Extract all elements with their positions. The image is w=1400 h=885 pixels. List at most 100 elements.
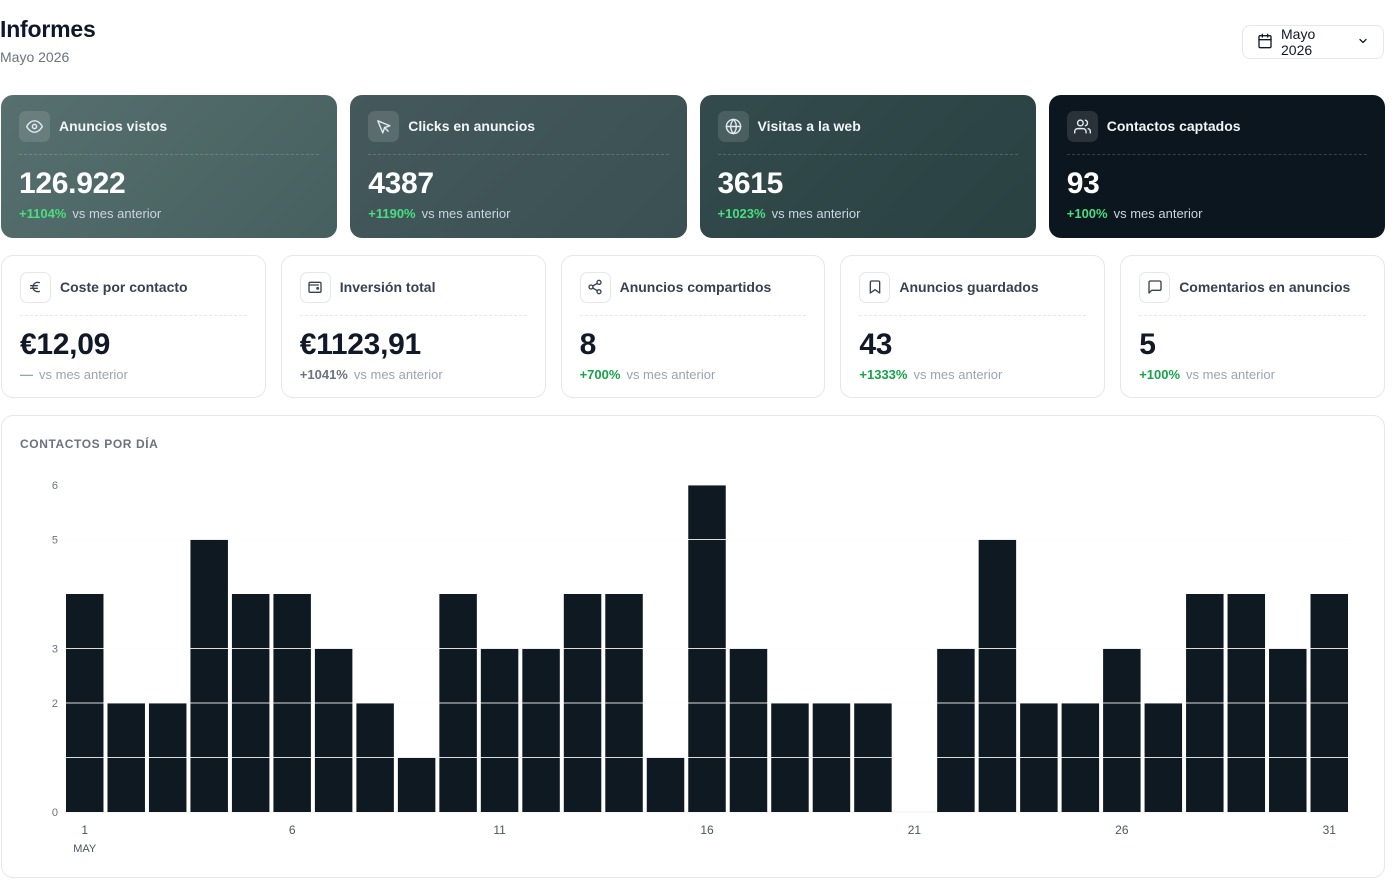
kpi-label: Inversión total [339, 279, 436, 295]
x-tick-label: 1 [81, 823, 88, 837]
trend-percent: +100% [1066, 206, 1108, 221]
bar-day-9 [397, 757, 436, 812]
x-tick-label: 11 [493, 823, 506, 837]
kpi-trend: +1104% vs mes anterior [19, 206, 319, 221]
trend-percent: — [20, 367, 33, 382]
y-tick-label: 5 [52, 535, 58, 547]
kpi-card-visitas-a-la-web: Visitas a la web 3615 +1023% vs mes anter… [699, 95, 1036, 238]
kpi-value: 3615 [717, 167, 784, 200]
kpi-value: 43 [859, 328, 893, 361]
x-tick-label: 6 [289, 823, 296, 837]
bar-day-30 [1269, 648, 1307, 812]
divider [1066, 154, 1367, 155]
eye-icon [19, 110, 50, 142]
divider [1139, 315, 1366, 316]
trend-text: vs mes anterior [353, 367, 443, 382]
cursor-icon [368, 110, 400, 142]
y-tick-label: 6 [52, 480, 58, 492]
kpi-card-comentarios-en-anuncios: Comentarios en anuncios 5 +100% vs mes an… [1120, 255, 1385, 398]
bar-day-15 [646, 757, 685, 812]
kpi-label: Clicks en anuncios [408, 118, 536, 134]
kpi-card-coste-por-contacto: Coste por contacto €12,09 — vs mes anteri… [1, 255, 266, 398]
page-title: Informes [0, 16, 96, 42]
kpi-value: 93 [1066, 167, 1100, 200]
y-tick-label: 2 [52, 698, 58, 710]
kpi-value: 126.922 [19, 167, 126, 200]
trend-percent: +1190% [368, 206, 416, 221]
chevron-down-icon [1357, 34, 1369, 50]
bar-day-22 [937, 648, 975, 812]
trend-text: vs mes anterior [421, 206, 511, 221]
divider [859, 315, 1087, 316]
bookmark-icon [859, 271, 891, 303]
divider [20, 315, 247, 316]
divider [299, 315, 527, 316]
trend-percent: +100% [1139, 367, 1181, 382]
kpi-trend: +1041% vs mes anterior [300, 367, 527, 382]
kpi-label: Anuncios vistos [59, 118, 168, 134]
trend-percent: +1333% [859, 367, 908, 382]
kpi-value: 8 [579, 328, 597, 361]
kpi-label: Coste por contacto [60, 279, 188, 295]
globe-icon [717, 110, 749, 142]
trend-percent: +1104% [19, 206, 67, 221]
kpi-trend: +1333% vs mes anterior [859, 367, 1086, 382]
divider [717, 154, 1018, 155]
kpi-card-anuncios-vistos: Anuncios vistos 126.922 +1104% vs mes ant… [1, 95, 338, 238]
kpi-card-anuncios-guardados: Anuncios guardados 43 +1333% vs mes anter… [840, 255, 1106, 398]
kpi-trend: +100% vs mes anterior [1067, 206, 1367, 221]
kpi-trend: — vs mes anterior [20, 367, 247, 382]
y-tick-label: 0 [52, 807, 58, 819]
euro-icon [20, 271, 51, 303]
x-axis-sublabel: MAY [73, 843, 97, 855]
contacts-per-day-card: CONTACTOS POR DÍA 0 2 3 5 6 1 6 11 16 21 26 31 MAY [1, 415, 1385, 878]
kpi-value: €12,09 [20, 328, 110, 361]
kpi-card-contactos-captados: Contactos captados 93 +100% vs mes anteri… [1048, 95, 1385, 238]
calendar-icon [1257, 33, 1273, 52]
kpi-card-inversion-total: Inversión total €1123,91 +1041% vs mes an… [280, 255, 546, 398]
trend-percent: +700% [579, 367, 621, 382]
trend-percent: +1023% [717, 206, 766, 221]
bar-day-17 [729, 648, 768, 812]
page-subtitle: Mayo 2026 [0, 49, 70, 65]
x-tick-label: 26 [1115, 823, 1129, 837]
page-header: Informes Mayo 2026 [0, 16, 96, 65]
bar-day-11 [480, 648, 519, 812]
month-picker-label: Mayo 2026 [1281, 26, 1316, 58]
trend-percent: +1041% [299, 367, 348, 382]
kpi-trend: +700% vs mes anterior [580, 367, 807, 382]
bar-day-4 [190, 539, 228, 812]
kpi-label: Contactos captados [1106, 118, 1241, 134]
kpi-trend: +1190% vs mes anterior [368, 206, 668, 221]
x-tick-label: 31 [1323, 823, 1337, 837]
kpi-label: Anuncios compartidos [619, 279, 772, 295]
trend-text: vs mes anterior [771, 206, 861, 221]
divider [19, 154, 320, 155]
month-picker-button[interactable]: Mayo 2026 [1242, 25, 1384, 59]
kpi-value: 4387 [368, 167, 434, 200]
x-tick-label: 16 [700, 823, 714, 837]
share-icon [579, 271, 611, 303]
trend-text: vs mes anterior [1113, 206, 1203, 221]
kpi-card-clicks-en-anuncios: Clicks en anuncios 4387 +1190% vs mes ant… [350, 95, 687, 238]
bar-day-23 [978, 539, 1017, 812]
trend-text: vs mes anterior [39, 367, 128, 382]
kpi-label: Comentarios en anuncios [1179, 279, 1351, 295]
kpi-label: Visitas a la web [757, 118, 861, 134]
bar-day-26 [1103, 648, 1141, 812]
wallet-icon [299, 271, 331, 303]
trend-text: vs mes anterior [626, 367, 716, 382]
kpi-value: 5 [1139, 328, 1156, 361]
kpi-label: Anuncios guardados [899, 279, 1039, 295]
trend-text: vs mes anterior [913, 367, 1003, 382]
trend-text: vs mes anterior [72, 206, 162, 221]
chart-title: CONTACTOS POR DÍA [20, 437, 159, 451]
kpi-trend: +1023% vs mes anterior [718, 206, 1018, 221]
users-icon [1066, 110, 1098, 142]
x-tick-label: 21 [908, 823, 922, 837]
comment-icon [1139, 271, 1171, 303]
bar-day-7 [314, 648, 353, 812]
kpi-card-anuncios-compartidos: Anuncios compartidos 8 +700% vs mes anter… [560, 255, 826, 398]
primary-kpi-row: Anuncios vistos 126.922 +1104% vs mes ant… [1, 95, 1385, 238]
